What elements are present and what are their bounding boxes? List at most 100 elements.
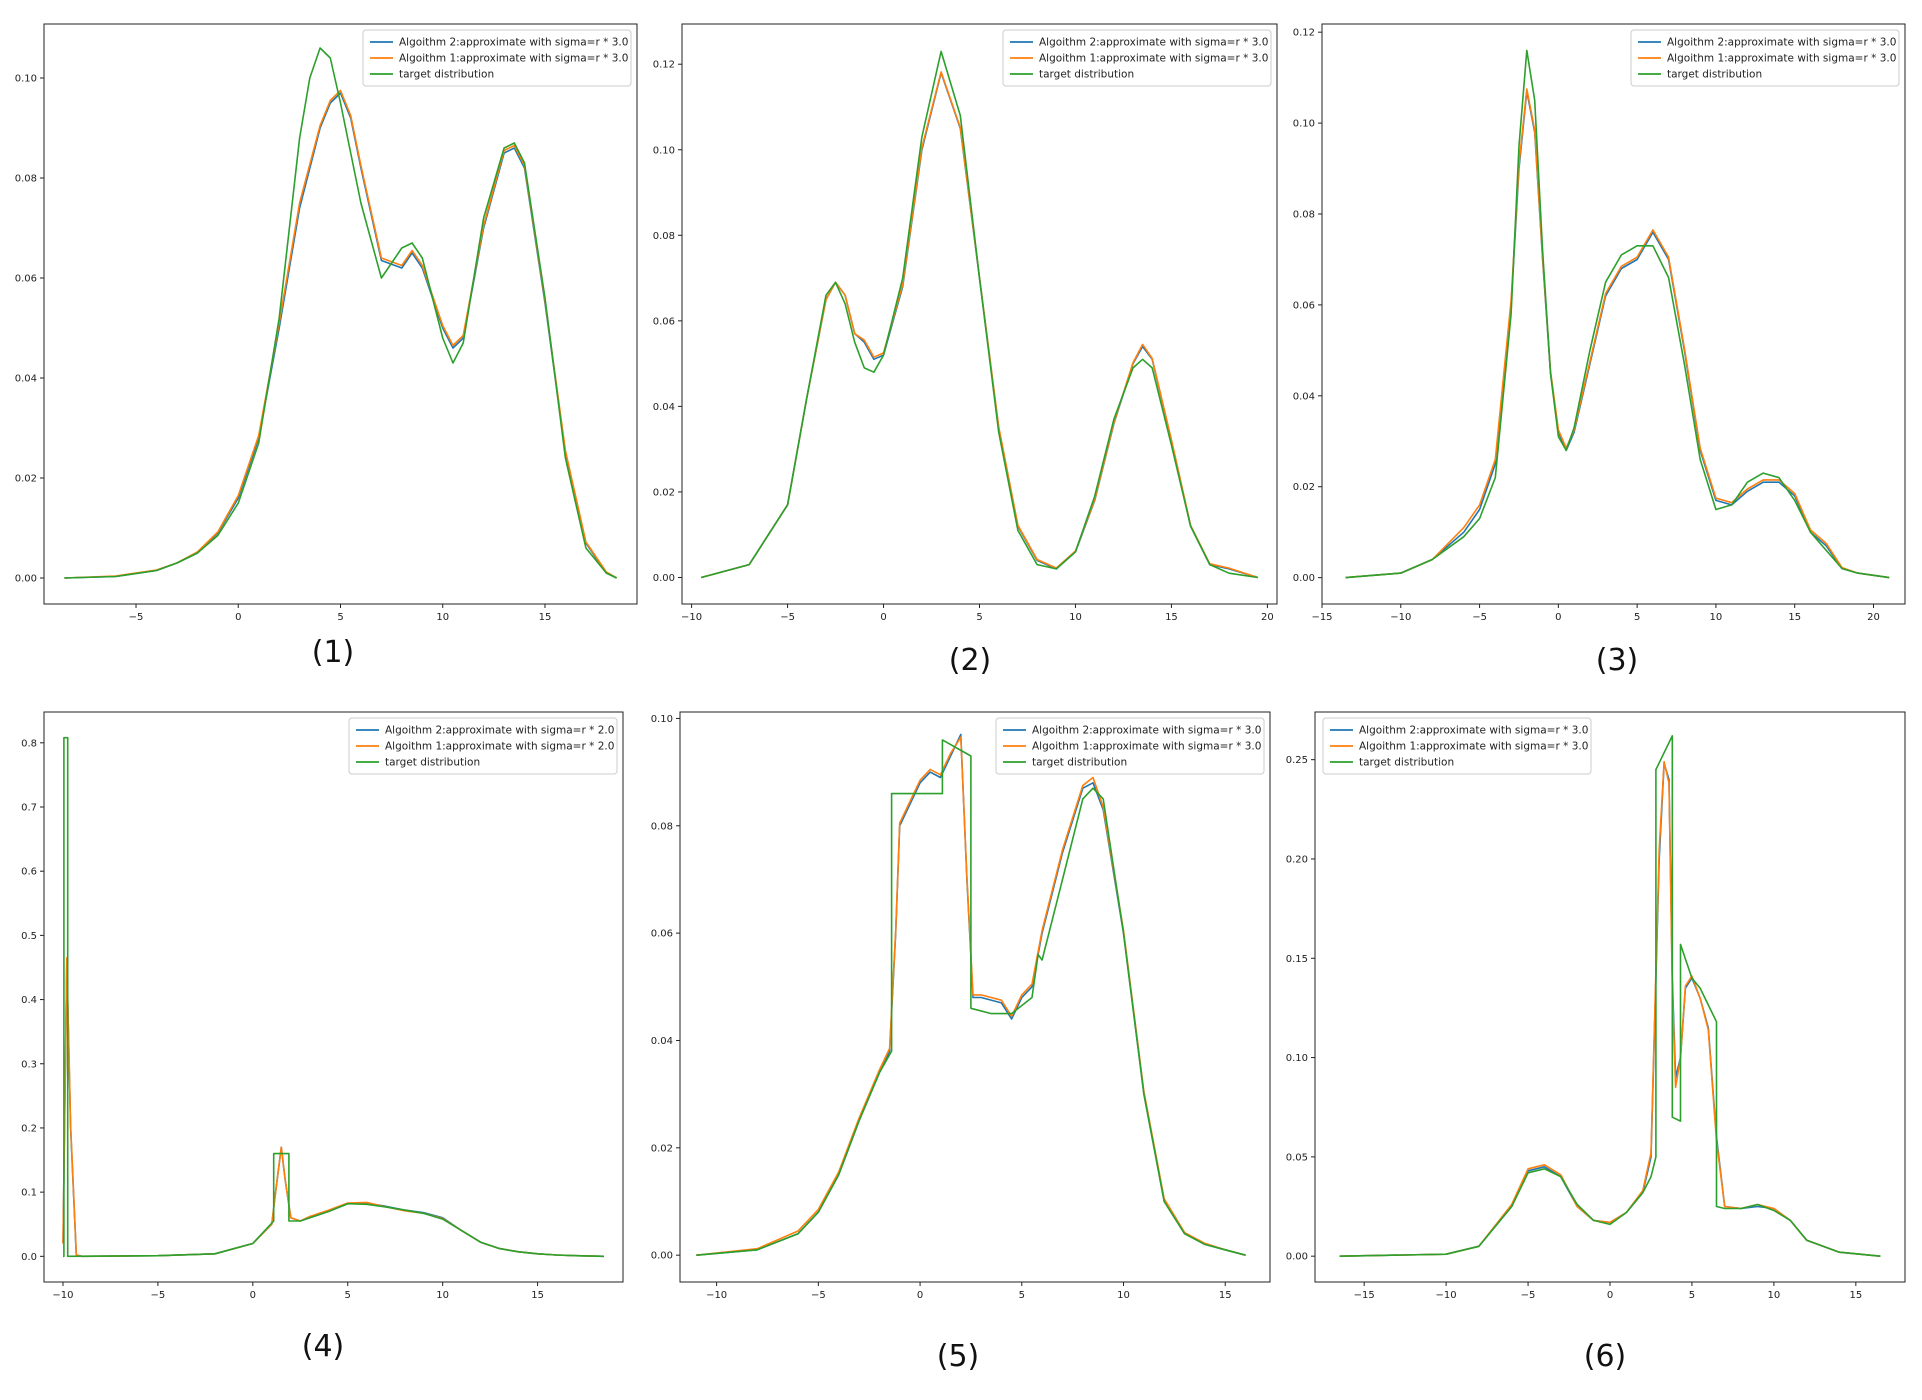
- legend-entry: Algoithm 1:approximate with sigma=r * 3.…: [1032, 741, 1261, 753]
- series-line-1: [62, 960, 605, 1258]
- legend-entry: target distribution: [1359, 757, 1454, 769]
- chart-panel-3: −15 −10 −5 0 5 10 15 20 0.00 0.02 0.04 0.06 0.08 0.10…: [1293, 23, 1906, 678]
- y-tick-label: 0.08: [651, 821, 673, 832]
- y-tick-label: 0.2: [21, 1123, 37, 1134]
- x-tick-label: −15: [1354, 1290, 1375, 1301]
- x-tick-label: 5: [976, 612, 982, 623]
- x-tick-label: −5: [129, 612, 144, 623]
- x-tick-label: 15: [1165, 612, 1178, 623]
- y-tick-label: 0.04: [653, 402, 675, 413]
- y-tick-label: 0.02: [653, 487, 675, 498]
- series-line-3: [1345, 49, 1890, 579]
- legend: Algoithm 2:approximate with sigma=r * 3.…: [1002, 29, 1272, 87]
- y-tick-label: 0.04: [1293, 391, 1315, 402]
- panel-caption: (5): [937, 1339, 980, 1374]
- y-tick-label: 0.7: [21, 803, 37, 814]
- y-tick-label: 0.10: [1286, 1053, 1308, 1064]
- y-tick-label: 0.10: [651, 714, 673, 725]
- x-tick-label: 0: [917, 1290, 923, 1301]
- y-tick-label: 0.1: [21, 1188, 37, 1199]
- x-tick-label: −10: [681, 612, 702, 623]
- x-tick-label: 10: [1117, 1290, 1130, 1301]
- x-tick-label: 10: [1768, 1290, 1781, 1301]
- axes-frame: [1321, 23, 1906, 605]
- y-tick-label: 0.15: [1286, 954, 1308, 965]
- legend-entry: target distribution: [1039, 69, 1134, 81]
- legend-box: [1630, 29, 1900, 87]
- legend-entry: Algoithm 2:approximate with sigma=r * 3.…: [1039, 37, 1268, 49]
- y-tick-label: 0.0: [21, 1252, 37, 1263]
- y-tick-label: 0.08: [653, 231, 675, 242]
- legend-box: [1002, 29, 1272, 87]
- legend: Algoithm 2:approximate with sigma=r * 3.…: [362, 29, 632, 87]
- y-tick-label: 0.4: [21, 995, 37, 1006]
- x-tick-label: 10: [1710, 612, 1723, 623]
- x-tick-label: 5: [1634, 612, 1640, 623]
- legend-entry: Algoithm 1:approximate with sigma=r * 3.…: [1039, 53, 1268, 65]
- x-tick-label: 5: [1019, 1290, 1025, 1301]
- axes-frame: [679, 711, 1271, 1283]
- legend: Algoithm 2:approximate with sigma=r * 2.…: [348, 717, 618, 775]
- y-tick-label: 0.06: [1293, 300, 1315, 311]
- y-tick-label: 0.00: [1286, 1252, 1308, 1263]
- legend-entry: target distribution: [399, 69, 494, 81]
- y-tick-label: 0.02: [15, 474, 37, 485]
- series-line-2: [1345, 88, 1890, 579]
- axes-frame: [43, 23, 638, 605]
- x-tick-label: 0: [235, 612, 241, 623]
- x-tick-label: −15: [1311, 612, 1332, 623]
- series-line-2: [62, 956, 605, 1258]
- legend-entry: target distribution: [1667, 69, 1762, 81]
- x-tick-label: −10: [1390, 612, 1411, 623]
- chart-panel-1: −5 0 5 10 15 0.00 0.02 0.04 0.06 0.08 0.10 Algoithm…: [15, 23, 638, 670]
- series-line-2: [1339, 760, 1881, 1257]
- x-tick-label: 10: [436, 612, 449, 623]
- y-tick-label: 0.06: [651, 929, 673, 940]
- y-tick-label: 0.12: [653, 60, 675, 71]
- legend-box: [995, 717, 1265, 775]
- panel-caption: (3): [1596, 643, 1639, 678]
- x-tick-label: −5: [1521, 1290, 1536, 1301]
- legend-entry: Algoithm 2:approximate with sigma=r * 3.…: [1032, 725, 1261, 737]
- chart-panel-4: −10 −5 0 5 10 15 0.0 0.1 0.2 0.3 0.4 0.5 0.6 0.7 0.8 Al…: [21, 711, 624, 1364]
- y-tick-label: 0.10: [15, 74, 37, 85]
- x-tick-label: 5: [1689, 1290, 1695, 1301]
- x-tick-label: −10: [52, 1290, 73, 1301]
- y-tick-label: 0.6: [21, 867, 37, 878]
- y-tick-label: 0.06: [15, 274, 37, 285]
- y-tick-label: 0.00: [653, 573, 675, 584]
- y-tick-label: 0.3: [21, 1059, 37, 1070]
- y-tick-label: 0.20: [1286, 854, 1308, 865]
- x-tick-label: 5: [337, 612, 343, 623]
- series-line-2: [64, 89, 618, 579]
- x-tick-label: 0: [880, 612, 886, 623]
- series-line-3: [696, 739, 1246, 1256]
- legend-entry: Algoithm 2:approximate with sigma=r * 3.…: [1667, 37, 1896, 49]
- legend-entry: Algoithm 1:approximate with sigma=r * 3.…: [1667, 53, 1896, 65]
- chart-panel-6: −15 −10 −5 0 5 10 15 0.00 0.05 0.10 0.15 0.20 0.25 Al…: [1286, 711, 1906, 1374]
- x-tick-label: 15: [1788, 612, 1801, 623]
- y-tick-label: 0.10: [653, 145, 675, 156]
- legend-entry: Algoithm 1:approximate with sigma=r * 2.…: [385, 741, 614, 753]
- y-tick-label: 0.06: [653, 316, 675, 327]
- legend-entry: Algoithm 2:approximate with sigma=r * 3.…: [399, 37, 628, 49]
- x-tick-label: 0: [1607, 1290, 1613, 1301]
- x-tick-label: 0: [1555, 612, 1561, 623]
- legend-entry: Algoithm 2:approximate with sigma=r * 2.…: [385, 725, 614, 737]
- y-tick-label: 0.08: [1293, 210, 1315, 221]
- x-tick-label: 5: [345, 1290, 351, 1301]
- panel-caption: (6): [1584, 1339, 1627, 1374]
- legend-entry: target distribution: [1032, 757, 1127, 769]
- x-tick-label: 10: [1069, 612, 1082, 623]
- series-line-3: [63, 736, 605, 1258]
- x-tick-label: 15: [1849, 1290, 1862, 1301]
- y-tick-label: 0.08: [15, 174, 37, 185]
- legend-box: [348, 717, 618, 775]
- axes-frame: [43, 711, 624, 1283]
- legend: Algoithm 2:approximate with sigma=r * 3.…: [995, 717, 1265, 775]
- series-line-1: [64, 92, 617, 579]
- y-tick-label: 0.00: [15, 574, 37, 585]
- series-line-1: [700, 72, 1259, 579]
- x-tick-label: 15: [539, 612, 552, 623]
